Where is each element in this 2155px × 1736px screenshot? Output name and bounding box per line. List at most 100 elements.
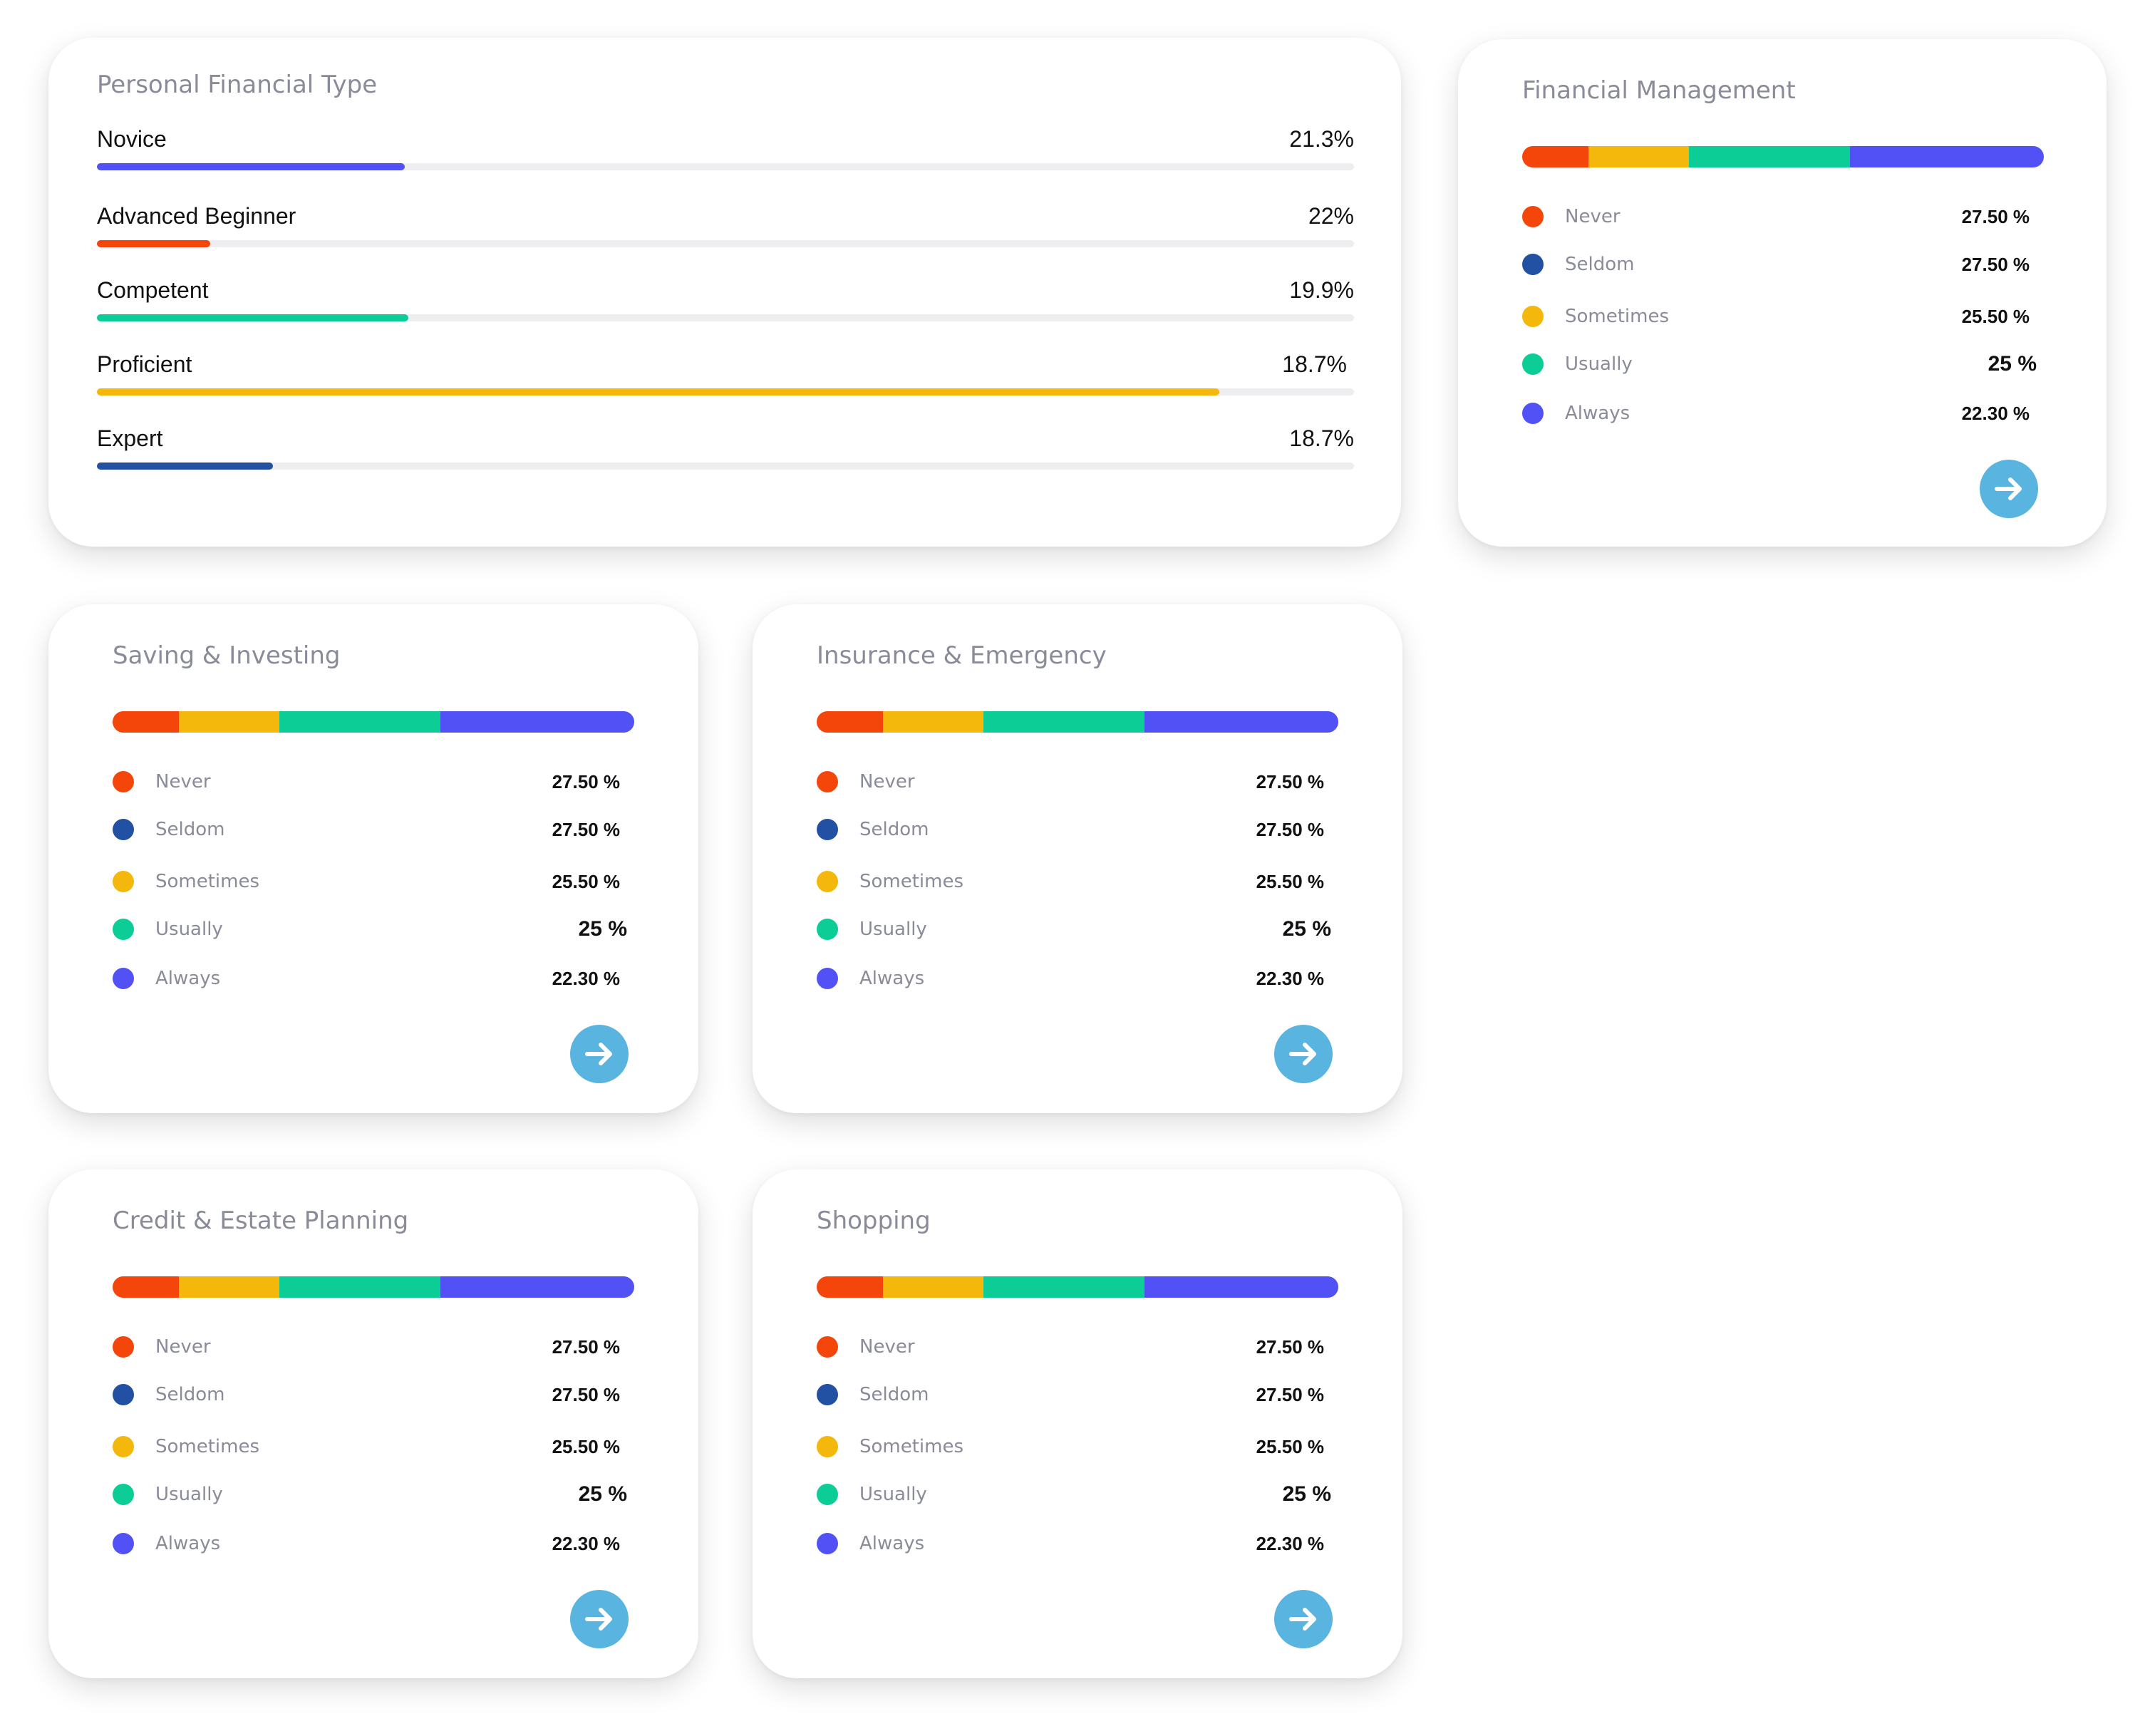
legend-dot-icon xyxy=(1522,403,1544,424)
legend-label: Never xyxy=(859,1336,915,1358)
pft-row-novice: Novice 21.3% xyxy=(97,126,1354,176)
next-arrow-button[interactable] xyxy=(570,1025,629,1083)
legend-dot-icon xyxy=(1522,206,1544,227)
legend-dot-icon xyxy=(1522,353,1544,375)
stack-segment-usually xyxy=(983,1276,1144,1298)
next-arrow-button[interactable] xyxy=(1274,1025,1333,1083)
legend-item-always: Always 22.30 % xyxy=(1522,400,2044,428)
stack-segment-usually xyxy=(983,711,1144,733)
legend-value: 25.50 % xyxy=(1961,306,2030,327)
progress-fill xyxy=(97,314,409,321)
legend-label: Usually xyxy=(859,919,927,940)
stacked-bar xyxy=(113,1276,634,1298)
legend-label: Seldom xyxy=(155,819,225,840)
progress-track xyxy=(97,388,1354,396)
legend-value: 25 % xyxy=(578,917,627,941)
legend-item-usually: Usually 25 % xyxy=(817,1481,1338,1509)
pft-value: 22% xyxy=(1308,203,1354,229)
legend-value: 25 % xyxy=(1282,1482,1331,1506)
legend-item-seldom: Seldom 27.50 % xyxy=(113,1381,634,1410)
legend-value: 22.30 % xyxy=(552,1533,620,1554)
pft-label: Novice xyxy=(97,126,167,152)
legend-dot-icon xyxy=(113,819,134,840)
legend-label: Never xyxy=(1565,206,1621,227)
legend-item-always: Always 22.30 % xyxy=(817,965,1338,993)
legend-dot-icon xyxy=(817,1384,838,1405)
legend-label: Sometimes xyxy=(1565,306,1670,327)
legend-value: 25.50 % xyxy=(552,871,620,892)
progress-track xyxy=(97,314,1354,321)
stack-segment-usually xyxy=(279,1276,440,1298)
legend-dot-icon xyxy=(817,819,838,840)
legend-item-never: Never 27.50 % xyxy=(817,768,1338,797)
next-arrow-button[interactable] xyxy=(1980,460,2038,518)
shopping-card: Shopping Never 27.50 % Seldom 27.50 % Someti… xyxy=(753,1169,1402,1678)
legend-value: 27.50 % xyxy=(1256,1336,1324,1358)
legend-dot-icon xyxy=(817,1336,838,1358)
legend-dot-icon xyxy=(817,968,838,989)
stack-segment-always xyxy=(1144,1276,1338,1298)
legend-label: Seldom xyxy=(1565,254,1635,275)
legend-value: 22.30 % xyxy=(1256,968,1324,989)
legend-label: Sometimes xyxy=(859,871,964,892)
legend-dot-icon xyxy=(113,1436,134,1457)
stack-segment-sometimes xyxy=(178,1276,280,1298)
next-arrow-button[interactable] xyxy=(1274,1590,1333,1648)
legend-value: 27.50 % xyxy=(552,1336,620,1358)
legend-dot-icon xyxy=(817,771,838,792)
legend-item-always: Always 22.30 % xyxy=(113,965,634,993)
stack-segment-always xyxy=(1144,711,1338,733)
legend-item-seldom: Seldom 27.50 % xyxy=(817,816,1338,844)
legend-value: 25.50 % xyxy=(1256,1436,1324,1457)
stack-segment-sometimes xyxy=(882,711,984,733)
arrow-right-icon xyxy=(585,1608,612,1631)
pft-value: 19.9% xyxy=(1289,277,1354,303)
stack-segment-never xyxy=(113,1276,179,1298)
legend-item-usually: Usually 25 % xyxy=(817,916,1338,944)
progress-track xyxy=(97,163,1354,170)
arrow-right-icon xyxy=(1995,477,2022,500)
legend-item-never: Never 27.50 % xyxy=(113,1333,634,1362)
next-arrow-button[interactable] xyxy=(570,1590,629,1648)
stack-segment-sometimes xyxy=(178,711,280,733)
stack-segment-always xyxy=(440,1276,634,1298)
financial-management-card: Financial Management Never 27.50 % Seldom 2… xyxy=(1458,39,2107,547)
progress-track xyxy=(97,463,1354,470)
legend-item-sometimes: Sometimes 25.50 % xyxy=(113,1433,634,1462)
stack-segment-usually xyxy=(279,711,440,733)
arrow-right-icon xyxy=(1289,1043,1316,1065)
legend-dot-icon xyxy=(113,1384,134,1405)
progress-fill xyxy=(97,388,1220,396)
personal-financial-type-card: Personal Financial Type Novice 21.3% Adv… xyxy=(48,38,1401,547)
stack-segment-sometimes xyxy=(1588,146,1690,167)
legend-item-never: Never 27.50 % xyxy=(1522,203,2044,232)
legend-label: Never xyxy=(859,771,915,792)
credit-estate-planning-card: Credit & Estate Planning Never 27.50 % Sel… xyxy=(48,1169,698,1678)
legend-item-usually: Usually 25 % xyxy=(113,1481,634,1509)
legend-label: Usually xyxy=(155,1484,223,1505)
card-title: Insurance & Emergency xyxy=(817,641,1107,670)
legend-item-always: Always 22.30 % xyxy=(113,1530,634,1559)
stack-segment-never xyxy=(817,1276,883,1298)
pft-label: Expert xyxy=(97,425,163,451)
stacked-bar xyxy=(817,1276,1338,1298)
legend-item-always: Always 22.30 % xyxy=(817,1530,1338,1559)
card-title: Shopping xyxy=(817,1207,931,1235)
legend-item-sometimes: Sometimes 25.50 % xyxy=(817,1433,1338,1462)
pft-value: 21.3% xyxy=(1289,126,1354,152)
pft-value: 18.7% xyxy=(1282,351,1347,377)
stacked-bar xyxy=(817,711,1338,733)
legend-value: 25.50 % xyxy=(552,1436,620,1457)
legend-label: Never xyxy=(155,771,211,792)
legend-value: 27.50 % xyxy=(552,819,620,840)
stack-segment-never xyxy=(1522,146,1588,167)
pft-row-proficient: Proficient 18.7% xyxy=(97,351,1354,401)
legend-label: Sometimes xyxy=(155,1436,260,1457)
legend-value: 25 % xyxy=(578,1482,627,1506)
stacked-bar xyxy=(1522,146,2044,167)
legend-dot-icon xyxy=(817,1436,838,1457)
card-title: Saving & Investing xyxy=(113,641,341,670)
pft-label: Competent xyxy=(97,277,209,303)
legend-label: Always xyxy=(155,968,221,989)
insurance-emergency-card: Insurance & Emergency Never 27.50 % Seldom… xyxy=(753,604,1402,1113)
